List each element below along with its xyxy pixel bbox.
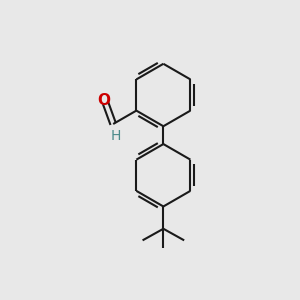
Text: O: O <box>98 93 111 108</box>
Text: H: H <box>110 130 121 143</box>
